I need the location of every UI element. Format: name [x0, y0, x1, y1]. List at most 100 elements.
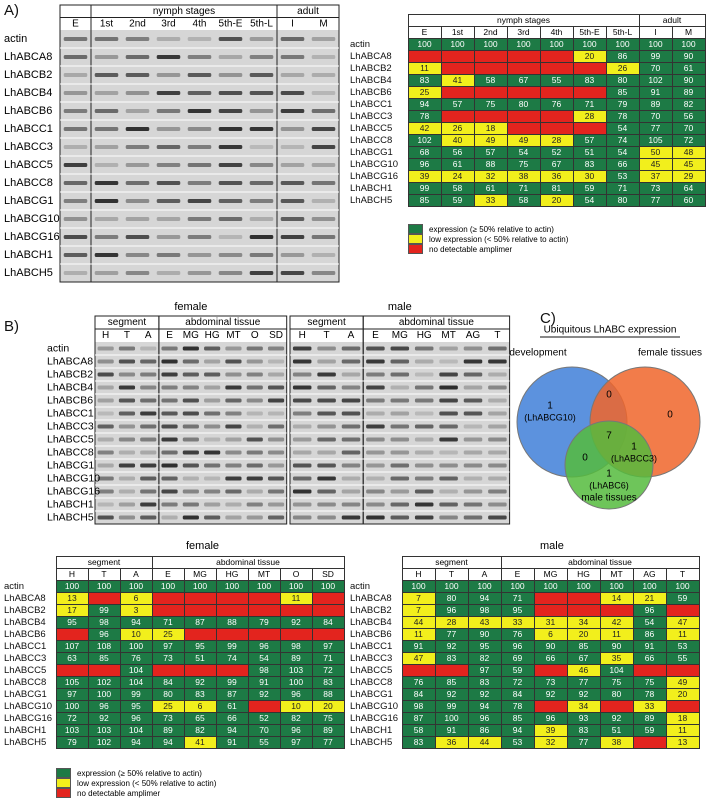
- cell: 54: [247, 652, 281, 665]
- cell: 25: [151, 700, 185, 713]
- cell: 53: [500, 736, 535, 749]
- band: [156, 199, 181, 203]
- cell: 57: [440, 98, 475, 111]
- gene-label: actin: [4, 33, 27, 45]
- band: [366, 489, 385, 494]
- row: LhABCC1 91 92 95 96 90 85 90 91 53: [350, 640, 700, 653]
- row-label: LhABCC3: [350, 653, 393, 664]
- band: [161, 385, 178, 390]
- cell: 61: [671, 62, 706, 75]
- row: LhABCG1 97 100 99 80 83 87 92 96 88: [4, 688, 345, 701]
- cell: [311, 604, 345, 617]
- lane-label: MT: [226, 330, 240, 341]
- band: [249, 145, 274, 149]
- band: [366, 411, 385, 416]
- band: [311, 73, 336, 77]
- band: [218, 163, 243, 167]
- band: [187, 199, 212, 203]
- band: [118, 385, 136, 390]
- band: [488, 359, 507, 364]
- cell: 91: [247, 676, 281, 689]
- cell: 76: [500, 628, 535, 641]
- column-header: MG: [533, 568, 568, 581]
- band: [94, 217, 119, 221]
- row: LhABCB6 96 10 25: [4, 628, 345, 641]
- cell: 59: [665, 592, 700, 605]
- cell: 21: [632, 592, 667, 605]
- band: [161, 463, 178, 468]
- cell: 71: [506, 182, 541, 195]
- band: [366, 398, 385, 403]
- row-label: LhABCH5: [4, 737, 47, 748]
- cell: 85: [566, 640, 601, 653]
- gene-label: LhABCH5: [47, 511, 94, 523]
- cell: 100: [632, 580, 667, 593]
- row-label: LhABCG10: [4, 701, 53, 712]
- lane-label: E: [72, 18, 79, 29]
- band: [225, 372, 242, 377]
- cell: 82: [467, 652, 502, 665]
- band: [463, 437, 483, 442]
- band: [439, 450, 458, 455]
- band: [366, 437, 385, 442]
- cell: 68: [407, 146, 442, 159]
- band: [414, 346, 434, 351]
- column-header: I: [638, 26, 673, 39]
- row-label: LhABCG1: [4, 689, 47, 700]
- band: [414, 476, 434, 481]
- band: [390, 489, 410, 494]
- band: [118, 424, 136, 429]
- cell: 96: [500, 640, 535, 653]
- band: [414, 398, 434, 403]
- band: [156, 73, 181, 77]
- cell: 86: [605, 50, 640, 63]
- gene-label: LhABCB4: [47, 381, 93, 393]
- cell: 88: [215, 616, 249, 629]
- lane-label: I: [291, 18, 294, 29]
- column-header: AG: [632, 568, 667, 581]
- cell: 94: [500, 724, 535, 737]
- venn-set: [564, 420, 654, 510]
- set-label: male tissues: [581, 493, 637, 504]
- band: [366, 502, 385, 507]
- band: [156, 55, 181, 59]
- band: [292, 489, 312, 494]
- cell: 100: [671, 38, 706, 51]
- cell: 30: [572, 170, 607, 183]
- band: [246, 502, 263, 507]
- cell: 91: [401, 640, 436, 653]
- legend-label: low expression (< 50% relative to actin): [77, 778, 217, 788]
- cell: [506, 62, 541, 75]
- cell: 90: [599, 640, 634, 653]
- band: [118, 463, 136, 468]
- legend-item: low expression (< 50% relative to actin): [408, 234, 568, 244]
- cell: 100: [434, 712, 469, 725]
- cell: 83: [572, 158, 607, 171]
- cell: 72: [500, 676, 535, 689]
- group-header: abdominal tissue: [500, 556, 700, 569]
- row-label: LhABCC8: [4, 677, 47, 688]
- cell: 100: [533, 580, 568, 593]
- cell: 77: [566, 736, 601, 749]
- cell: 13: [665, 736, 700, 749]
- band: [249, 181, 274, 185]
- cell: 87: [401, 712, 436, 725]
- band: [317, 385, 336, 390]
- cell: 105: [55, 676, 89, 689]
- region-count: 1: [606, 469, 612, 480]
- cell: 63: [55, 652, 89, 665]
- band: [182, 359, 199, 364]
- cell: 77: [638, 194, 673, 207]
- band: [488, 346, 507, 351]
- row: LhABCH5 79 102 94 94 41 91 55 97 77: [4, 736, 345, 749]
- region-gene: (LhABCG10): [524, 412, 576, 422]
- cell: 102: [87, 676, 121, 689]
- band: [311, 217, 336, 221]
- band: [63, 181, 88, 185]
- cell: 100: [247, 580, 281, 593]
- band: [292, 346, 312, 351]
- cell: 83: [434, 652, 469, 665]
- cell: 90: [671, 50, 706, 63]
- column-header: O: [279, 568, 313, 581]
- cell: 28: [572, 110, 607, 123]
